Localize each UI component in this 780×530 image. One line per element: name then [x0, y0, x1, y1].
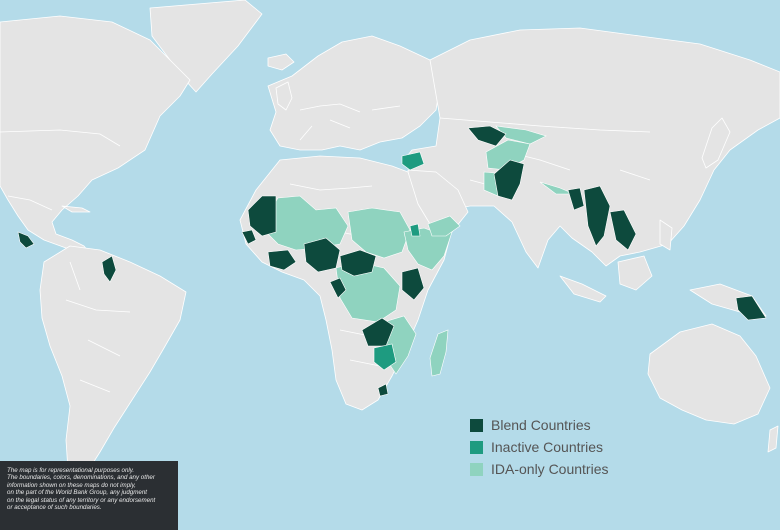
- philippines: [659, 219, 673, 251]
- legend-item-ida-only: IDA-only Countries: [470, 458, 670, 480]
- borneo: [617, 255, 653, 291]
- inactive-eritrea: [409, 223, 421, 237]
- blend-papua-new-guinea: [735, 295, 767, 321]
- madagascar: [429, 329, 449, 377]
- blend-ghana-region: [267, 249, 297, 271]
- disclaimer-line: on the legal status of any territory or …: [7, 496, 156, 504]
- legend-swatch-blend: [470, 418, 483, 432]
- blend-zambia: [361, 317, 395, 347]
- ida-yemen: [427, 215, 461, 237]
- blend-congo: [329, 277, 347, 299]
- south-america-borders: [65, 261, 131, 393]
- map-legend: Blend Countries Inactive Countries IDA-o…: [470, 414, 670, 480]
- blend-lesotho: [377, 383, 389, 397]
- blend-nigeria: [303, 237, 341, 273]
- north-america: [0, 15, 191, 259]
- legend-item-blend: Blend Countries: [470, 414, 670, 436]
- disclaimer-line: information shown on these maps do not i…: [7, 481, 136, 489]
- us-canada-border: [0, 129, 121, 211]
- guyana: [101, 255, 117, 283]
- blend-myanmar: [583, 185, 611, 247]
- south-america: [39, 245, 187, 487]
- legend-label-inactive: Inactive Countries: [491, 439, 604, 455]
- ida-ethiopia-somalia: [403, 227, 453, 271]
- europe-borders: [299, 103, 401, 141]
- blend-west-africa-coast: [241, 229, 257, 245]
- legend-label-ida-only: IDA-only Countries: [491, 461, 609, 477]
- iceland: [267, 53, 295, 71]
- europe: [267, 35, 441, 151]
- map-disclaimer: The map is for representational purposes…: [0, 461, 178, 530]
- blend-laos-cambodia: [609, 209, 637, 251]
- legend-swatch-inactive: [470, 440, 483, 454]
- blend-uzbekistan: [467, 125, 507, 147]
- blend-cameroon-region: [339, 249, 377, 277]
- asia-borders: [439, 117, 651, 189]
- legend-label-blend: Blend Countries: [491, 417, 591, 433]
- uk: [275, 81, 293, 111]
- central-america-blend: [17, 231, 35, 249]
- new-zealand: [767, 425, 779, 453]
- blend-bangladesh: [567, 187, 585, 211]
- blend-pakistan: [493, 159, 525, 201]
- disclaimer-line: The map is for representational purposes…: [7, 467, 135, 474]
- inactive-zimbabwe: [373, 343, 397, 371]
- blend-mauritania-mali: [247, 195, 277, 237]
- indonesia-west: [559, 275, 607, 303]
- australia: [647, 323, 771, 425]
- disclaimer-line: or acceptance of such boundaries.: [7, 504, 102, 512]
- legend-swatch-ida-only: [470, 462, 483, 476]
- ida-sudan-chad: [347, 207, 411, 259]
- disclaimer-line: The boundaries, colors, denominations, a…: [7, 474, 155, 482]
- cuba: [61, 205, 91, 213]
- legend-item-inactive: Inactive Countries: [470, 436, 670, 458]
- disclaimer-line: on the part of the World Bank Group, any…: [7, 489, 147, 497]
- inactive-syria: [401, 151, 425, 171]
- blend-kenya: [401, 267, 425, 301]
- japan: [701, 117, 731, 169]
- ida-sahel-west: [259, 195, 349, 251]
